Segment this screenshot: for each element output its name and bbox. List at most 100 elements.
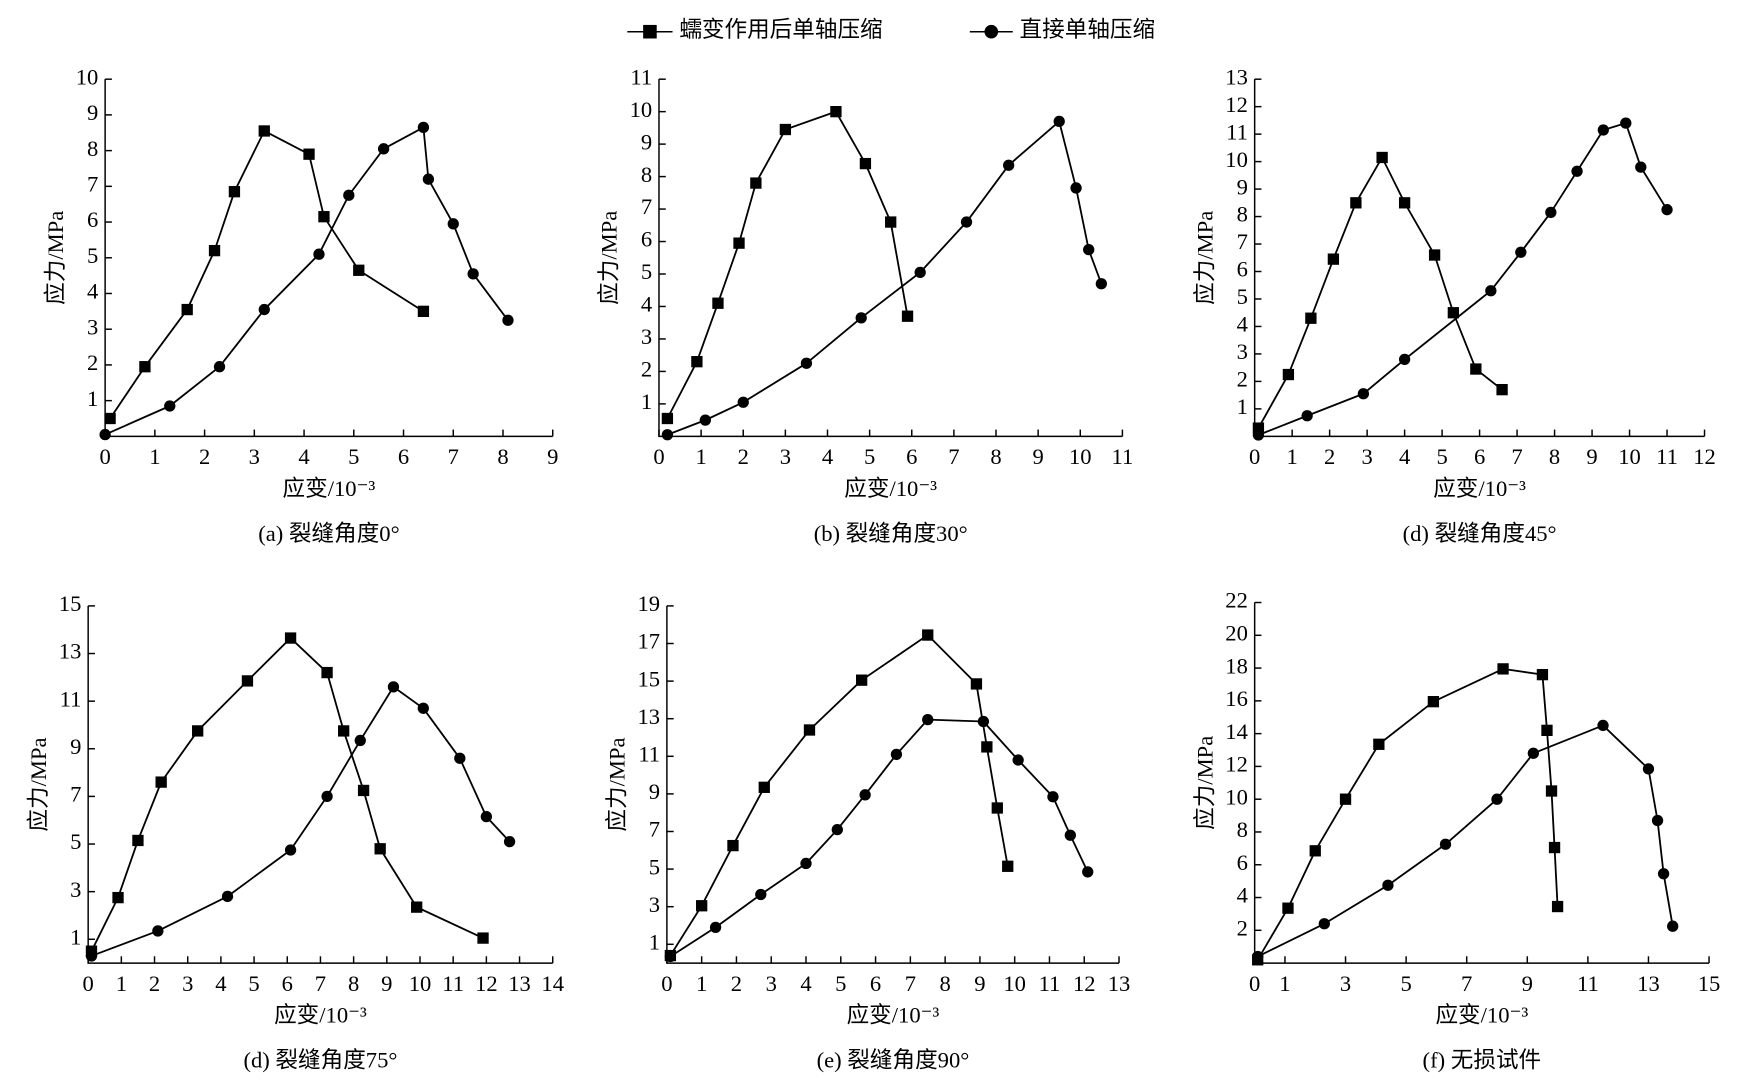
y-tick-label: 7	[649, 817, 660, 842]
point	[1012, 754, 1024, 766]
point	[241, 675, 254, 687]
x-tick-label: 5	[1436, 444, 1447, 469]
point	[387, 681, 400, 693]
y-axis-label: 应力/MPa	[43, 211, 68, 305]
y-tick-label: 9	[649, 779, 660, 804]
y-tick-label: 17	[638, 629, 661, 654]
point	[1082, 866, 1094, 878]
y-tick-label: 7	[641, 194, 652, 219]
point	[321, 666, 333, 679]
x-tick-label: 9	[1033, 444, 1044, 469]
y-tick-label: 5	[87, 243, 98, 268]
x-tick-label: 14	[541, 971, 564, 996]
x-tick-label: 12	[1693, 444, 1716, 469]
point	[1282, 902, 1294, 914]
x-tick-label: 6	[398, 444, 409, 469]
y-tick-label: 3	[641, 324, 652, 349]
point	[1657, 868, 1670, 880]
point	[181, 303, 193, 316]
point	[502, 314, 514, 326]
x-tick-label: 10	[1618, 444, 1641, 469]
x-tick-label: 2	[738, 444, 749, 469]
x-tick-label: 11	[1112, 444, 1134, 469]
y-tick-label: 1	[641, 389, 652, 414]
point	[885, 216, 897, 228]
point	[1661, 204, 1673, 216]
x-tick-label: 10	[1003, 971, 1026, 996]
y-tick-label: 5	[641, 259, 652, 284]
point	[1398, 353, 1411, 366]
y-tick-label: 9	[641, 129, 652, 154]
point	[1053, 115, 1065, 128]
x-tick-label: 2	[731, 971, 742, 996]
point	[856, 674, 868, 686]
x-tick-label: 1	[695, 444, 706, 469]
point	[417, 305, 430, 317]
y-tick-label: 11	[638, 741, 660, 766]
x-tick-label: 7	[1461, 971, 1472, 996]
x-tick-label: 3	[249, 444, 260, 469]
y-tick-label: 8	[1237, 817, 1248, 842]
x-tick-label: 0	[1249, 971, 1260, 996]
point	[1252, 422, 1265, 434]
y-tick-label: 10	[630, 97, 653, 122]
y-tick-label: 9	[70, 734, 81, 759]
point	[343, 189, 355, 201]
y-tick-label: 11	[60, 686, 82, 711]
y-tick-label: 10	[1225, 147, 1248, 172]
point	[1373, 738, 1385, 750]
point	[104, 412, 116, 425]
x-axis-label: 应变/10⁻³	[1433, 476, 1526, 501]
y-tick-label: 3	[1237, 339, 1248, 364]
point	[733, 237, 745, 249]
x-tick-label: 6	[906, 444, 917, 469]
legend-label: 直接单轴压缩	[1020, 17, 1156, 42]
point	[1382, 879, 1394, 891]
x-axis-label: 应变/10⁻³	[1435, 1003, 1528, 1028]
y-tick-label: 6	[87, 207, 98, 232]
x-tick-label: 8	[1549, 444, 1560, 469]
y-tick-label: 4	[1237, 883, 1248, 908]
point	[1635, 161, 1647, 173]
point	[859, 789, 871, 801]
point	[1667, 920, 1679, 932]
y-tick-label: 14	[1225, 719, 1248, 744]
point	[1003, 159, 1015, 171]
point	[1515, 246, 1527, 258]
y-tick-label: 2	[87, 350, 98, 375]
x-tick-label: 8	[990, 444, 1001, 469]
point	[1545, 785, 1558, 797]
x-axis-label: 应变/10⁻³	[847, 1003, 940, 1028]
x-tick-label: 10	[1069, 444, 1092, 469]
x-tick-label: 2	[199, 444, 210, 469]
point	[830, 105, 842, 118]
point	[228, 186, 241, 198]
point	[712, 297, 724, 309]
point	[737, 396, 749, 408]
point	[208, 244, 221, 257]
point	[1597, 124, 1609, 136]
x-tick-label: 3	[182, 971, 193, 996]
caption: (d) 裂缝角度45°	[1403, 521, 1557, 546]
point	[699, 414, 711, 426]
point	[855, 312, 867, 324]
y-tick-label: 13	[59, 639, 82, 664]
point	[1309, 845, 1321, 857]
y-tick-label: 3	[649, 892, 660, 917]
y-tick-label: 2	[1237, 915, 1248, 940]
point	[859, 157, 872, 170]
x-tick-label: 2	[1324, 444, 1335, 469]
point	[1305, 312, 1317, 324]
x-tick-label: 9	[1522, 971, 1533, 996]
point	[1485, 285, 1497, 297]
x-tick-label: 4	[800, 971, 811, 996]
point	[661, 412, 674, 425]
point	[1339, 793, 1352, 805]
axis	[1253, 602, 1710, 964]
series-line	[667, 120, 1103, 436]
point	[960, 216, 973, 228]
point	[318, 211, 330, 223]
point	[1083, 243, 1095, 256]
x-tick-label: 3	[1361, 444, 1372, 469]
y-tick-label: 19	[638, 591, 661, 616]
